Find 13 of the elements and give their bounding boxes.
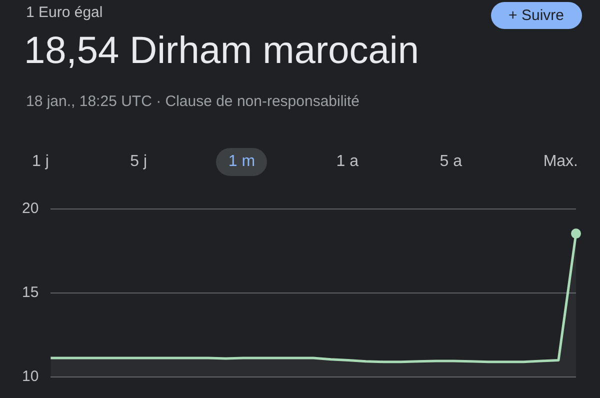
text: 1 m: [216, 148, 268, 176]
y-tick-label: 15: [22, 284, 39, 302]
chart-title: 18,54 Dirham marocain: [24, 30, 419, 73]
chart-subtitle: 18 jan., 18:25 UTC · Clause de non-responsabilité: [26, 93, 360, 110]
text: 5 j: [129, 152, 148, 172]
text: 1 Euro égal: [26, 4, 103, 21]
text: + Suivre: [490, 2, 582, 29]
y-tick-label: 10: [22, 368, 39, 386]
text: Max.: [542, 152, 579, 172]
text: 1 j: [31, 152, 50, 172]
y-tick-label: 20: [22, 200, 39, 218]
text: 1 a: [335, 152, 360, 172]
text: 5 a: [438, 152, 464, 172]
